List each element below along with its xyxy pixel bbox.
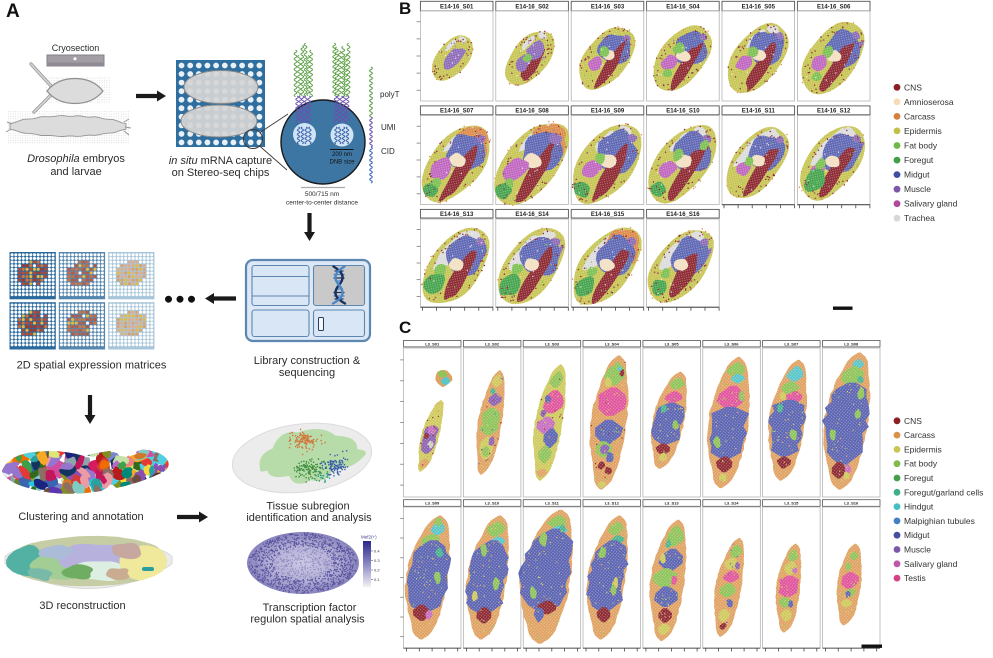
svg-text:in situ mRNA capture: in situ mRNA capture <box>169 155 272 167</box>
svg-text:CNS: CNS <box>904 82 922 92</box>
svg-text:500/715 nm: 500/715 nm <box>305 191 339 198</box>
svg-text:Foregut: Foregut <box>904 155 934 165</box>
svg-text:E14-16_S01: E14-16_S01 <box>440 4 474 10</box>
svg-text:L3_S13: L3_S13 <box>665 501 680 506</box>
svg-text:E14-16_S10: E14-16_S10 <box>666 109 700 115</box>
svg-text:identification and analysis: identification and analysis <box>246 512 372 524</box>
svg-text:E14-16_S14: E14-16_S14 <box>515 212 549 218</box>
svg-text:E14-16_S09: E14-16_S09 <box>591 109 625 115</box>
svg-text:Hindgut: Hindgut <box>904 502 934 512</box>
svg-text:0.1: 0.1 <box>374 577 380 582</box>
svg-text:E14-16_S04: E14-16_S04 <box>666 4 700 10</box>
svg-text:2D spatial expression matrices: 2D spatial expression matrices <box>17 360 167 372</box>
svg-text:Fat body: Fat body <box>904 459 938 469</box>
svg-text:Carcass: Carcass <box>904 430 935 440</box>
svg-text:E14-16_S08: E14-16_S08 <box>515 109 549 115</box>
svg-text:E14-16_S06: E14-16_S06 <box>817 4 851 10</box>
svg-text:L3_S04: L3_S04 <box>605 341 620 346</box>
svg-text:Midgut: Midgut <box>904 530 930 540</box>
svg-text:A: A <box>6 1 20 22</box>
svg-text:Muscle: Muscle <box>904 545 931 555</box>
svg-text:L3_S06: L3_S06 <box>724 341 739 346</box>
svg-text:E14-16_S15: E14-16_S15 <box>591 212 625 218</box>
svg-text:Foregut/garland cells: Foregut/garland cells <box>904 487 983 497</box>
svg-text:regulon spatial analysis: regulon spatial analysis <box>250 614 365 626</box>
svg-text:L3_S09: L3_S09 <box>425 501 440 506</box>
svg-text:polyT: polyT <box>380 90 400 99</box>
svg-text:Amnioserosa: Amnioserosa <box>904 97 954 107</box>
svg-text:Testis: Testis <box>904 573 926 583</box>
svg-text:Salivary gland: Salivary gland <box>904 559 958 569</box>
svg-text:E14-16_S12: E14-16_S12 <box>817 109 851 115</box>
svg-text:C: C <box>399 318 411 337</box>
svg-text:3D reconstruction: 3D reconstruction <box>39 600 125 612</box>
svg-text:0.3: 0.3 <box>374 558 380 563</box>
svg-text:L3_S14: L3_S14 <box>724 501 739 506</box>
svg-text:L3_S03: L3_S03 <box>545 341 560 346</box>
svg-text:0.2: 0.2 <box>374 568 380 573</box>
svg-text:E14-16_S11: E14-16_S11 <box>742 109 776 115</box>
svg-text:L3_S01: L3_S01 <box>425 341 440 346</box>
svg-text:Midgut: Midgut <box>904 170 930 180</box>
svg-text:L3_S11: L3_S11 <box>545 501 560 506</box>
svg-text:Epidermis: Epidermis <box>904 126 942 136</box>
svg-text:on Stereo-seq chips: on Stereo-seq chips <box>172 167 270 179</box>
svg-text:Library construction &: Library construction & <box>254 355 361 367</box>
svg-text:L3_S15: L3_S15 <box>784 501 799 506</box>
svg-text:center-to-center distance: center-to-center distance <box>286 200 358 207</box>
svg-text:Trachea: Trachea <box>904 213 935 223</box>
svg-text:Carcass: Carcass <box>904 111 935 121</box>
svg-text:200 nm: 200 nm <box>332 152 352 158</box>
svg-text:Fat body: Fat body <box>904 141 938 151</box>
svg-text:E14-16_S03: E14-16_S03 <box>591 4 625 10</box>
svg-text:L3_S05: L3_S05 <box>665 341 680 346</box>
svg-text:B: B <box>399 0 411 18</box>
svg-text:Transcription factor: Transcription factor <box>263 602 357 614</box>
svg-text:Cryosection: Cryosection <box>52 43 100 53</box>
svg-text:sequencing: sequencing <box>279 367 335 379</box>
svg-text:L3_S07: L3_S07 <box>784 341 799 346</box>
svg-text:Foregut: Foregut <box>904 473 934 483</box>
svg-text:E14-16_S07: E14-16_S07 <box>440 109 474 115</box>
svg-text:E14-16_S05: E14-16_S05 <box>742 4 776 10</box>
svg-text:CNS: CNS <box>904 416 922 426</box>
svg-text:Salivary gland: Salivary gland <box>904 199 958 209</box>
svg-text:Drosophila embryos: Drosophila embryos <box>27 153 125 165</box>
svg-text:L3_S10: L3_S10 <box>485 501 500 506</box>
svg-text:E14-16_S16: E14-16_S16 <box>666 212 700 218</box>
svg-text:L3_S02: L3_S02 <box>485 341 500 346</box>
svg-text:Mef2(+): Mef2(+) <box>361 535 377 540</box>
svg-text:and larvae: and larvae <box>50 166 101 178</box>
svg-text:0.4: 0.4 <box>374 549 380 554</box>
svg-text:Clustering and annotation: Clustering and annotation <box>18 511 143 523</box>
svg-text:DNB size: DNB size <box>329 160 355 166</box>
svg-text:UMI: UMI <box>381 123 396 132</box>
svg-text:Tissue subregion: Tissue subregion <box>266 501 349 513</box>
svg-text:CID: CID <box>381 147 395 156</box>
svg-text:L3_S16: L3_S16 <box>844 501 859 506</box>
svg-text:E14-16_S02: E14-16_S02 <box>515 4 549 10</box>
svg-text:L3_S08: L3_S08 <box>844 341 859 346</box>
svg-text:Malpighian tubules: Malpighian tubules <box>904 516 975 526</box>
svg-text:E14-16_S13: E14-16_S13 <box>440 212 474 218</box>
svg-text:Muscle: Muscle <box>904 184 931 194</box>
svg-text:Epidermis: Epidermis <box>904 444 942 454</box>
svg-text:L3_S12: L3_S12 <box>605 501 620 506</box>
